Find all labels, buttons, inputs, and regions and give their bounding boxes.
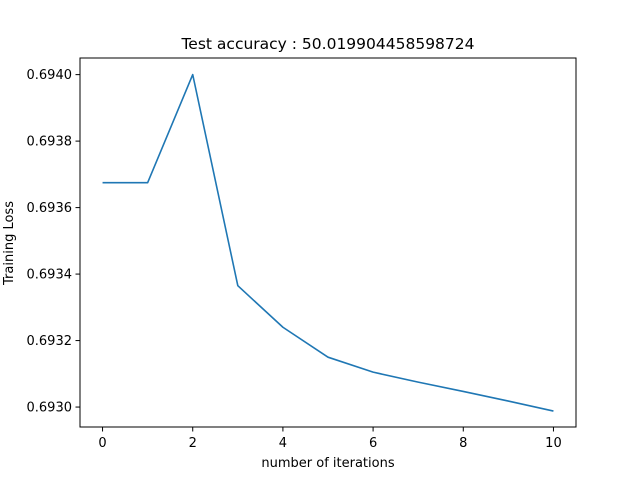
- x-tick-label: 10: [545, 436, 562, 451]
- y-tick-label: 0.6936: [27, 201, 73, 216]
- plot-frame: [79, 57, 577, 428]
- chart-title: Test accuracy : 50.019904458598724: [180, 35, 474, 53]
- y-tick-label: 0.6932: [27, 334, 73, 349]
- y-axis-ticks: 0.6930 0.6932 0.6934 0.6936 0.6938 0.6940: [27, 68, 80, 416]
- x-tick-label: 6: [369, 436, 377, 451]
- x-axis-label: number of iterations: [261, 456, 394, 471]
- y-tick-label: 0.6934: [27, 268, 73, 283]
- y-tick-label: 0.6940: [27, 68, 73, 83]
- series-layer: [102, 73, 554, 412]
- series-line: [102, 73, 554, 412]
- x-axis-ticks: 0 2 4 6 8 10: [98, 427, 562, 451]
- x-tick-label: 2: [189, 436, 197, 451]
- x-tick-label: 0: [98, 436, 106, 451]
- y-tick-label: 0.6930: [27, 401, 73, 416]
- y-tick-label: 0.6938: [27, 135, 73, 150]
- x-tick-label: 4: [279, 436, 287, 451]
- y-axis-label: Training Loss: [2, 201, 17, 286]
- x-tick-label: 8: [459, 436, 467, 451]
